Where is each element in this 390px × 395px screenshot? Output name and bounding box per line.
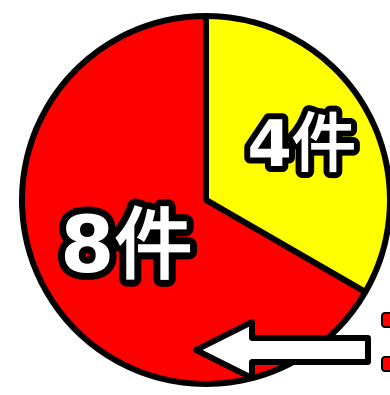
pie-slice-1 [203,13,390,295]
pie-label-2: 8件 [60,201,192,291]
pie-labels: 4件 8件 [53,102,362,298]
pie-slice-2 [19,13,369,387]
arrow-left-icon [193,319,371,381]
pie-slices [19,13,390,387]
edge-marks [381,312,390,372]
pie-label-1: 4件 [247,108,356,182]
